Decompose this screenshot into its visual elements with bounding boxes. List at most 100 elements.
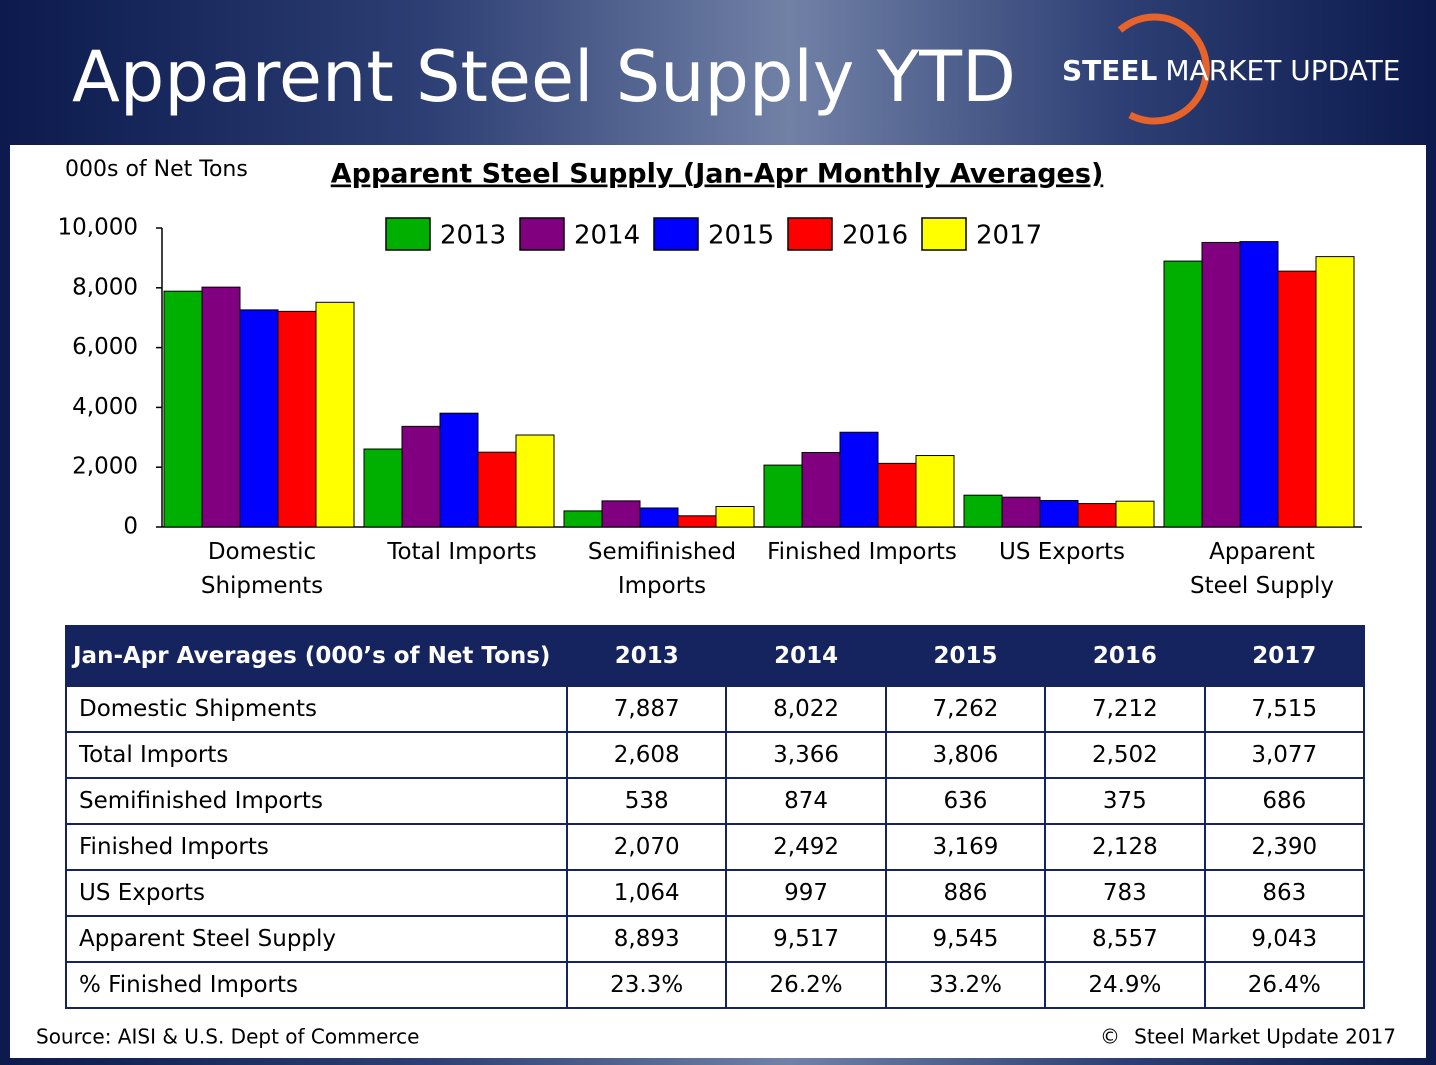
bar xyxy=(1277,270,1317,528)
bar xyxy=(163,290,203,528)
table-cell: Total Imports xyxy=(65,731,568,779)
x-tick-label: Total Imports xyxy=(386,539,536,565)
table-cell: 375 xyxy=(1044,777,1206,825)
table-cell: 2,502 xyxy=(1044,731,1206,779)
x-tick-label: Semifinished Imports xyxy=(588,539,736,599)
table-cell: 636 xyxy=(884,777,1047,825)
logo: STEEL MARKET UPDATE xyxy=(1062,54,1400,87)
legend-label: 2017 xyxy=(976,221,1042,251)
legend-label: 2013 xyxy=(440,221,506,251)
bar xyxy=(1315,256,1355,528)
bar xyxy=(315,301,355,528)
x-tick-label: US Exports xyxy=(999,539,1125,565)
legend-label: 2014 xyxy=(574,221,640,251)
logo-bold: STEEL xyxy=(1062,54,1158,87)
table-row: Finished Imports 2,070 2,492 3,169 2,128 2,39… xyxy=(65,823,1366,871)
y-tick-label: 10,000 xyxy=(58,215,138,241)
bar xyxy=(401,425,441,528)
table-row: % Finished Imports 23.3% 26.2% 33.2% 24.9% 26… xyxy=(65,961,1366,1009)
bar xyxy=(1201,241,1241,528)
bar xyxy=(639,507,679,528)
bar xyxy=(239,309,279,528)
bar xyxy=(1239,241,1279,528)
bar xyxy=(1163,260,1203,528)
bar xyxy=(915,455,955,528)
table-cell: 3,806 xyxy=(884,731,1047,779)
bar xyxy=(801,451,841,528)
copyright: Steel Market Update 2017 xyxy=(1134,1025,1396,1049)
bar xyxy=(439,412,479,528)
table-cell: 538 xyxy=(565,777,728,825)
y-axis-label: 000s of Net Tons xyxy=(65,157,248,182)
table-cell: 874 xyxy=(725,777,887,825)
table-cell: 9,517 xyxy=(725,915,887,963)
table-cell: 33.2% xyxy=(884,961,1047,1009)
table-cell: 3,366 xyxy=(725,731,887,779)
bar xyxy=(477,451,517,528)
table-cell: Finished Imports xyxy=(65,823,568,871)
legend-label: 2015 xyxy=(708,221,774,251)
legend-swatch xyxy=(519,217,565,251)
bar xyxy=(563,510,603,528)
bar xyxy=(1001,496,1041,528)
bar xyxy=(1039,500,1079,528)
table-cell: 7,262 xyxy=(884,685,1047,733)
table-cell: 23.3% xyxy=(565,961,728,1009)
copyright-symbol: © xyxy=(1100,1025,1120,1049)
table-header-cell: 2013 xyxy=(565,625,728,687)
bar xyxy=(763,464,803,528)
table-row: Semifinished Imports 538 874 636 375 686 xyxy=(65,777,1366,825)
table-cell: 26.4% xyxy=(1203,961,1366,1009)
table-header-cell: 2015 xyxy=(884,625,1047,687)
page-title: Apparent Steel Supply YTD xyxy=(72,36,1016,118)
bar xyxy=(277,310,317,528)
legend-swatch xyxy=(921,217,967,251)
table-row: Domestic Shipments 7,887 8,022 7,262 7,212 7,… xyxy=(65,685,1366,733)
table-cell: 3,077 xyxy=(1203,731,1366,779)
table-cell: 2,070 xyxy=(565,823,728,871)
bar xyxy=(677,515,717,528)
table-cell: 1,064 xyxy=(565,869,728,917)
table-header-cell: Jan-Apr Averages (000’s of Net Tons) xyxy=(65,625,568,687)
logo-arc xyxy=(1117,13,1210,125)
legend-label: 2016 xyxy=(842,221,908,251)
table-header-cell: 2016 xyxy=(1044,625,1206,687)
table-header-cell: 2017 xyxy=(1203,625,1366,687)
table-cell: US Exports xyxy=(65,869,568,917)
legend-swatch xyxy=(385,217,431,251)
bar xyxy=(601,500,641,528)
source: Source: AISI & U.S. Dept of Commerce xyxy=(36,1025,419,1049)
x-tick-label: Apparent Steel Supply xyxy=(1190,539,1334,599)
table-cell: % Finished Imports xyxy=(65,961,568,1009)
table-cell: 7,515 xyxy=(1203,685,1366,733)
bar xyxy=(1077,503,1117,528)
table-cell: 783 xyxy=(1044,869,1206,917)
data-table: Jan-Apr Averages (000’s of Net Tons) 2013… xyxy=(65,625,1366,1009)
table-row: Total Imports 2,608 3,366 3,806 2,502 3,077 xyxy=(65,731,1366,779)
legend-swatch xyxy=(787,217,833,251)
logo-rest: MARKET UPDATE xyxy=(1165,54,1400,87)
table-cell: 9,545 xyxy=(884,915,1047,963)
table-cell: 26.2% xyxy=(725,961,887,1009)
y-tick-label: 2,000 xyxy=(72,454,138,480)
table-cell: 8,893 xyxy=(565,915,728,963)
bar xyxy=(715,505,755,528)
table-body: Domestic Shipments 7,887 8,022 7,262 7,212 7,… xyxy=(65,685,1366,1009)
table-cell: 997 xyxy=(725,869,887,917)
table-cell: 7,212 xyxy=(1044,685,1206,733)
table-cell: 8,022 xyxy=(725,685,887,733)
table-cell: Apparent Steel Supply xyxy=(65,915,568,963)
table-header-cell: 2014 xyxy=(725,625,887,687)
x-tick-label: Domestic Shipments xyxy=(201,539,323,599)
bar xyxy=(839,431,879,528)
bar xyxy=(201,286,241,528)
chart-title: Apparent Steel Supply (Jan-Apr Monthly A… xyxy=(331,159,1104,190)
table-cell: 863 xyxy=(1203,869,1366,917)
bar xyxy=(515,434,555,528)
table-cell: 2,128 xyxy=(1044,823,1206,871)
y-tick-label: 8,000 xyxy=(72,274,138,300)
table-row: Apparent Steel Supply 8,893 9,517 9,545 8,55… xyxy=(65,915,1366,963)
table-cell: 7,887 xyxy=(565,685,728,733)
table-cell: 2,492 xyxy=(725,823,887,871)
